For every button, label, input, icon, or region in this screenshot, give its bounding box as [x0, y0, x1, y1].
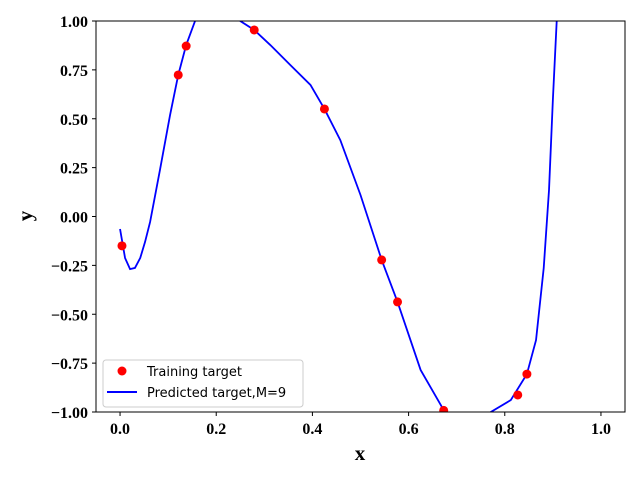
y-tick-label: −0.75 [51, 356, 88, 373]
training-point [393, 297, 403, 307]
x-tick-label: 0.0 [110, 421, 130, 438]
x-tick-label: 1.0 [591, 421, 611, 438]
x-axis-label: x [355, 441, 366, 465]
legend-label-training: Training target [146, 365, 242, 380]
y-tick-label: 0.00 [60, 210, 88, 227]
plot-frame [95, 20, 626, 413]
training-point [181, 41, 191, 51]
predicted-line [119, 21, 558, 412]
training-point [377, 255, 387, 265]
training-point [117, 241, 127, 251]
y-tick-label: 0.50 [60, 112, 88, 129]
legend: Training target Predicted target,M=9 [102, 359, 304, 408]
x-tick-label: 0.8 [495, 421, 515, 438]
y-tick-label: −1.00 [51, 405, 88, 422]
y-tick-label: 0.25 [60, 161, 88, 178]
y-tick-label: −0.50 [51, 307, 88, 324]
training-point [513, 390, 523, 400]
y-tick-label: 1.00 [60, 14, 88, 31]
x-tick-label: 0.2 [206, 421, 226, 438]
training-point [319, 104, 329, 114]
x-tick-label: 0.4 [302, 421, 322, 438]
training-point [173, 70, 183, 80]
legend-marker-training [117, 366, 127, 376]
legend-label-predicted: Predicted target,M=9 [147, 386, 286, 401]
y-tick-label: 0.75 [60, 63, 88, 80]
x-tick-label: 0.6 [399, 421, 419, 438]
y-axis-label: y [13, 210, 37, 221]
y-tick-label: −0.25 [51, 258, 88, 275]
training-point [439, 405, 449, 412]
training-point [249, 25, 259, 35]
training-point [522, 369, 532, 379]
